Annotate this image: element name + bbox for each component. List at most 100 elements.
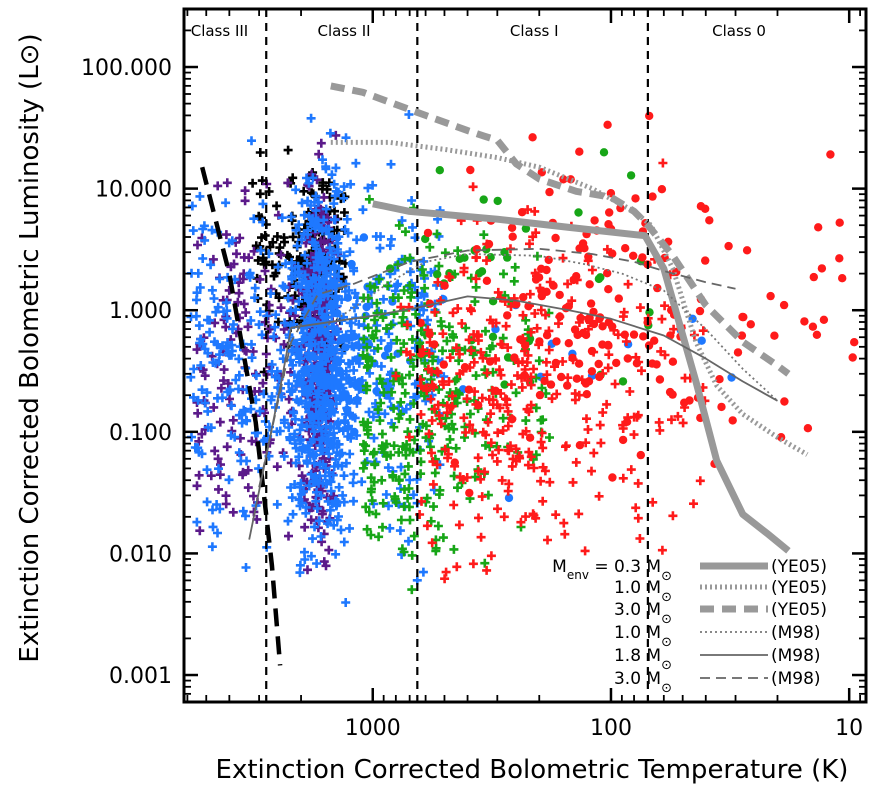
- blue-crosses-point: [296, 489, 306, 499]
- blue-crosses-point: [368, 412, 378, 422]
- red-dots-point: [608, 249, 617, 258]
- x-tick-label: 10: [835, 716, 863, 741]
- red-dots-point: [537, 264, 546, 273]
- blue-crosses-point: [326, 486, 336, 496]
- green-crosses-point: [369, 447, 379, 457]
- blue-crosses-point: [330, 391, 340, 401]
- purple-crosses-point: [279, 340, 289, 349]
- blue-crosses-point: [337, 448, 347, 458]
- blue-crosses-point: [343, 432, 353, 441]
- blue-dots-point: [353, 355, 362, 364]
- blue-crosses-point: [345, 523, 354, 533]
- red-dots-point: [552, 337, 561, 346]
- purple-crosses-point: [258, 378, 268, 388]
- green-crosses-point: [444, 423, 454, 433]
- blue-crosses-point: [350, 413, 360, 423]
- green-crosses-point: [407, 550, 417, 560]
- blue-crosses-point: [325, 476, 335, 486]
- x-axis-title: Extinction Corrected Bolometric Temperat…: [216, 755, 849, 785]
- class-dividers: [265, 9, 649, 702]
- blue-dots-point: [319, 413, 328, 422]
- red-crosses-point: [528, 232, 538, 242]
- red-dots-point: [450, 458, 459, 467]
- blue-crosses-point: [296, 353, 305, 363]
- blue-crosses-point: [203, 315, 212, 325]
- blue-crosses-point: [227, 401, 236, 411]
- red-crosses-point: [501, 321, 511, 331]
- green-crosses-point: [479, 230, 489, 240]
- blue-crosses-point: [211, 307, 221, 317]
- red-dots-point: [817, 264, 827, 273]
- green-crosses-point: [362, 385, 371, 395]
- red-dots-point: [587, 346, 597, 356]
- legend-model-label: (M98): [771, 669, 821, 689]
- green-crosses-point: [363, 293, 373, 303]
- red-crosses-point: [426, 394, 436, 404]
- red-crosses-point: [439, 380, 448, 390]
- green-dots-point: [433, 270, 442, 279]
- red-dots-point: [537, 286, 546, 295]
- blue-crosses-point: [206, 260, 216, 270]
- blue-crosses-point: [339, 182, 349, 192]
- red-crosses-point: [477, 492, 487, 502]
- blue-crosses-point: [332, 419, 342, 429]
- purple-crosses-point: [213, 454, 223, 464]
- red-crosses-point: [476, 347, 486, 357]
- legend-model-label: (YE05): [771, 557, 827, 577]
- green-crosses-point: [444, 322, 454, 332]
- blue-crosses-point: [270, 372, 280, 382]
- blue-crosses-point: [310, 522, 319, 532]
- blue-crosses-point: [277, 213, 287, 223]
- green-crosses-point: [386, 352, 396, 362]
- red-crosses-point: [469, 357, 479, 367]
- blue-crosses-point: [346, 179, 356, 189]
- blue-crosses-point: [315, 304, 324, 314]
- red-dots-point: [620, 330, 629, 339]
- green-crosses-point: [511, 388, 521, 398]
- green-crosses-point: [470, 297, 480, 307]
- blue-crosses-point: [200, 235, 210, 245]
- red-crosses-point: [525, 239, 534, 249]
- green-crosses-point: [400, 469, 410, 479]
- legend-model-label: (M98): [771, 623, 821, 643]
- blue-crosses-point: [302, 258, 312, 268]
- green-crosses-point: [363, 429, 373, 439]
- blue-crosses-point: [314, 423, 324, 433]
- green-crosses-point: [374, 274, 384, 284]
- green-crosses-point: [432, 229, 442, 239]
- green-dots-point: [618, 377, 628, 386]
- red-dots-point: [580, 244, 589, 253]
- blue-crosses-point: [342, 214, 352, 224]
- blue-crosses-point: [288, 509, 298, 519]
- blue-crosses-point: [207, 542, 217, 552]
- red-crosses-point: [552, 389, 562, 399]
- red-dots-point: [581, 330, 591, 340]
- red-dots-point: [549, 281, 558, 290]
- red-dots-point: [629, 330, 639, 339]
- green-crosses-point: [405, 414, 415, 424]
- red-crosses-point: [582, 414, 591, 424]
- blue-dots-point: [697, 336, 706, 345]
- blue-crosses-point: [302, 456, 312, 466]
- purple-crosses-point: [316, 138, 326, 148]
- y-axis-title: Extinction Corrected Bolometric Luminosi…: [15, 33, 45, 662]
- blue-crosses-point: [357, 477, 367, 487]
- red-crosses-point: [497, 340, 507, 350]
- green-crosses-point: [405, 253, 415, 263]
- black-crosses-point: [285, 252, 294, 262]
- blue-crosses-point: [318, 155, 327, 165]
- class-label: Class 0: [712, 22, 766, 40]
- red-dots-point: [540, 376, 549, 386]
- green-crosses-point: [401, 227, 410, 237]
- blue-crosses-point: [386, 159, 396, 169]
- blue-crosses-point: [327, 371, 337, 381]
- red-crosses-point: [623, 279, 633, 289]
- green-crosses-point: [434, 490, 444, 500]
- black-crosses-point: [283, 145, 293, 155]
- black-crosses-point: [271, 268, 281, 278]
- red-crosses-point: [631, 503, 641, 513]
- red-crosses-point: [517, 382, 527, 392]
- blue-crosses-point: [295, 560, 305, 570]
- green-crosses-point: [405, 370, 414, 380]
- blue-crosses-point: [333, 498, 343, 507]
